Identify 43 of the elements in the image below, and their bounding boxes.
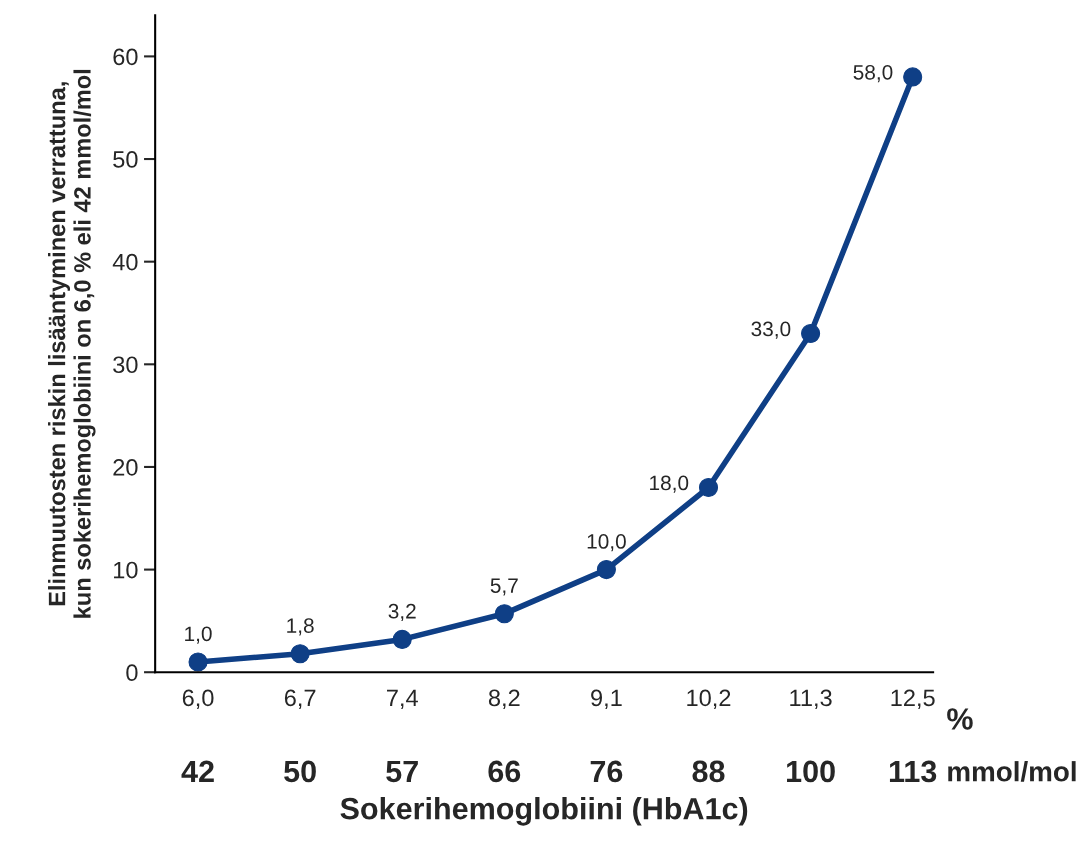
y-tick-label: 0 <box>126 664 138 682</box>
text: 66 <box>488 760 521 783</box>
x-tick-label: 6,0 <box>182 689 214 710</box>
x-tick-label: 11,3 <box>790 689 832 710</box>
x-tick-label: 7,4 <box>387 689 418 710</box>
y-tick-label: 50 <box>113 151 138 168</box>
point <box>188 652 208 672</box>
y-tick-label: 20 <box>113 459 138 476</box>
data-label: 10,0 <box>587 534 626 552</box>
x-tick-label: 9,1 <box>591 689 622 710</box>
data-label: 1,8 <box>287 618 314 636</box>
y-tick-label: 60 <box>113 48 138 66</box>
text: 113 <box>889 760 937 783</box>
text: 42 <box>181 760 214 782</box>
text: 50 <box>284 760 316 783</box>
text: % <box>947 708 973 730</box>
x-tick-label: 8,2 <box>488 689 520 710</box>
point <box>903 67 923 87</box>
text: 57 <box>386 760 418 783</box>
point <box>290 644 310 664</box>
y-tick-label: 10 <box>114 561 138 579</box>
x-axis-title: Sokerihemoglobiini (HbA1c) <box>340 797 748 826</box>
point <box>698 477 719 498</box>
point <box>494 604 514 624</box>
y-tick-label: 30 <box>113 356 138 374</box>
text: 100 <box>787 760 835 783</box>
text: 88 <box>692 760 725 783</box>
x-tick-label: 6,7 <box>284 689 316 710</box>
data-label: 33,0 <box>751 321 791 339</box>
x-tick-label: 10,2 <box>687 689 731 710</box>
y-axis-title: Elinmuutosten riskin lisääntyminen verrattuna, kun sokerihemoglobiini on 6,0 % eli 42 mmol/mol <box>48 69 96 618</box>
data-label: 3,2 <box>388 603 416 622</box>
x-tick-label: 12,5 <box>891 689 935 710</box>
data-label: 58,0 <box>853 64 893 83</box>
point <box>801 323 821 344</box>
data-label: 5,7 <box>490 578 518 596</box>
point <box>596 560 616 580</box>
data-label: 1,0 <box>185 626 212 644</box>
point <box>392 629 412 649</box>
y-tick-label: 40 <box>112 253 138 271</box>
text: mmol/mol <box>948 761 1076 782</box>
text: 76 <box>590 760 623 783</box>
data-label: 18,0 <box>650 475 689 493</box>
